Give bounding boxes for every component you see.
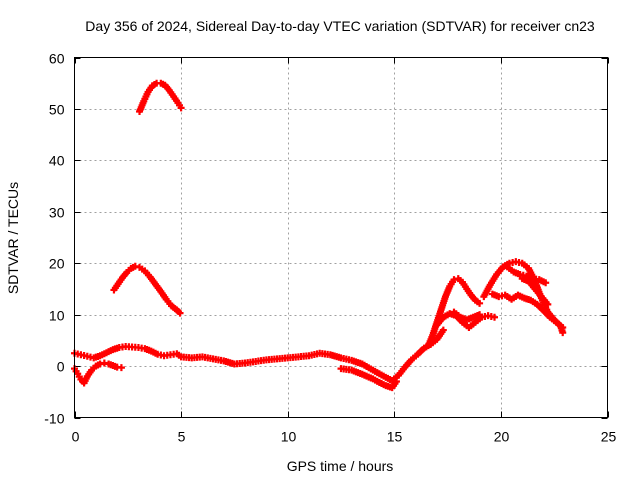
- x-tick-label: 15: [387, 429, 403, 445]
- data-point: [559, 324, 567, 331]
- data-point: [439, 326, 447, 334]
- data-point: [177, 104, 185, 112]
- y-tick-label: 10: [49, 308, 65, 324]
- x-tick-label: 0: [72, 429, 80, 445]
- data-point: [476, 299, 484, 307]
- data-point: [117, 364, 125, 372]
- axis-ticks: [74, 57, 609, 419]
- tick-labels: 0 5 10 15 20 25 -10 0 10 20 30 40 50 60: [44, 51, 616, 445]
- y-tick-label: 40: [49, 153, 65, 169]
- data-points: [71, 79, 567, 392]
- y-tick-label: 20: [49, 256, 65, 272]
- data-point: [491, 313, 499, 321]
- data-point: [542, 279, 550, 287]
- x-axis-label: GPS time / hours: [287, 458, 394, 474]
- data-point: [176, 309, 184, 317]
- y-tick-label: 50: [49, 102, 65, 118]
- y-tick-label: 0: [57, 359, 65, 375]
- x-tick-label: 10: [281, 429, 297, 445]
- chart-title: Day 356 of 2024, Sidereal Day-to-day VTE…: [85, 18, 595, 34]
- x-tick-label: 25: [601, 429, 617, 445]
- plot-frame: [74, 57, 608, 418]
- data-point: [392, 378, 400, 385]
- y-tick-label: 60: [49, 51, 65, 67]
- x-tick-label: 5: [178, 429, 186, 445]
- y-tick-label: 30: [49, 205, 65, 221]
- data-point: [476, 311, 484, 319]
- y-tick-label: -10: [44, 411, 64, 427]
- y-axis-label: SDTVAR / TECUs: [5, 182, 21, 294]
- data-point: [544, 300, 552, 308]
- x-tick-label: 20: [494, 429, 510, 445]
